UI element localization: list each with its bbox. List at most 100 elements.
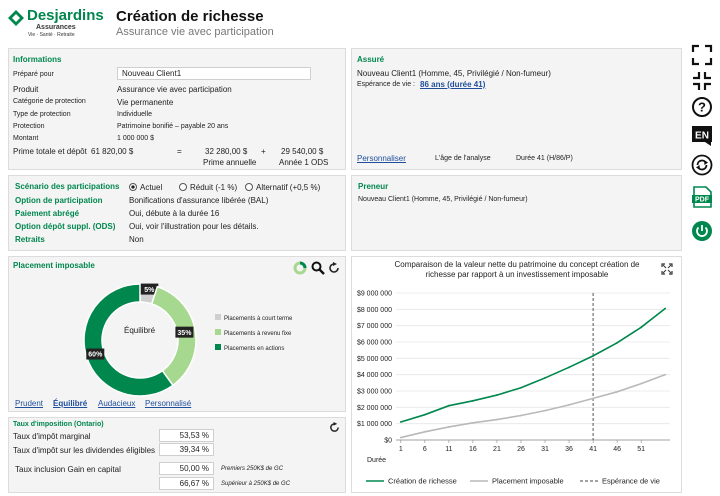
- scenario-option-alternatif[interactable]: Alternatif (+0,5 %): [245, 183, 320, 192]
- y-tick-label: $4 000 000: [357, 372, 392, 379]
- scenario-heading: Scénario des participations: [15, 182, 120, 191]
- expand-icon[interactable]: [661, 263, 673, 275]
- taux-note: Supérieur à 250K$ de GC: [221, 481, 291, 487]
- legend-label: Création de richesse: [388, 477, 457, 486]
- language-en-icon[interactable]: EN: [691, 124, 713, 146]
- taux-panel: Taux d'imposition (Ontario) Taux d'impôt…: [8, 417, 346, 493]
- x-tick-label: 36: [565, 446, 573, 453]
- esperance-label: Espérance de vie :: [357, 81, 415, 88]
- x-tick-label: 41: [589, 446, 597, 453]
- slice-label-bg: [175, 326, 194, 338]
- age-value: Durée 41 (H/86/P): [516, 155, 573, 162]
- scenario-row-label: Option de participation: [15, 196, 103, 205]
- x-tick-label: 21: [493, 446, 501, 453]
- logo: Desjardins Assurances Vie · Santé · Retr…: [8, 6, 108, 42]
- placement-heading: Placement imposable: [13, 261, 95, 270]
- x-tick-label: 31: [541, 446, 549, 453]
- page-subtitle: Assurance vie avec participation: [116, 26, 274, 38]
- taux-input[interactable]: 53,53 %: [159, 429, 214, 442]
- scenario-row-label: Paiement abrégé: [15, 209, 80, 218]
- legend-item: Placements à revenu fixe: [215, 329, 291, 337]
- prime-annuelle-label: Prime annuelle: [203, 158, 257, 167]
- pdf-icon[interactable]: PDF: [691, 186, 713, 208]
- profile-equilibre-link[interactable]: Équilibré: [53, 399, 88, 408]
- taux-note: Premiers 250K$ de GC: [221, 466, 284, 472]
- y-tick-label: $0: [384, 438, 392, 445]
- data-point: [616, 341, 619, 344]
- desjardins-logo-icon: [8, 10, 24, 26]
- profile-audacieux-link[interactable]: Audacieux: [98, 399, 136, 408]
- svg-text:?: ?: [698, 100, 706, 115]
- taux-input[interactable]: 39,34 %: [159, 443, 214, 456]
- slice-label: 5%: [144, 287, 155, 294]
- scenario-option-actuel[interactable]: Actuel: [129, 183, 162, 192]
- taux-input[interactable]: 66,67 %: [159, 477, 214, 490]
- scenario-option-reduit[interactable]: Réduit (-1 %): [179, 183, 237, 192]
- logo-name: Desjardins: [27, 7, 104, 24]
- power-icon[interactable]: [691, 220, 713, 242]
- legend-item: Placements en actions: [215, 344, 284, 352]
- slice-label-bg: [140, 283, 159, 295]
- x-tick-label: 11: [445, 446, 452, 453]
- x-tick-label: 16: [469, 446, 477, 453]
- legend-item: Placements à court terme: [215, 314, 292, 322]
- scenario-row-label: Retraits: [15, 235, 45, 244]
- data-point: [472, 421, 474, 424]
- x-axis-label: Durée: [367, 457, 386, 464]
- chart-title: Comparaison de la valeur nette du patrim…: [394, 260, 640, 279]
- data-point: [664, 307, 667, 310]
- legend-swatch: [215, 314, 221, 320]
- legend-label: Placement imposable: [492, 477, 564, 486]
- legend-label: Espérance de vie: [602, 477, 660, 486]
- reset-icon[interactable]: [328, 262, 340, 274]
- taux-label: Taux d'impôt marginal: [13, 432, 91, 441]
- data-point: [544, 409, 546, 412]
- reset-icon[interactable]: [329, 422, 340, 433]
- radio-icon[interactable]: [129, 183, 137, 191]
- y-tick-label: $9 000 000: [357, 291, 392, 298]
- radio-icon[interactable]: [179, 183, 187, 191]
- donut-toggle-icon[interactable]: [293, 261, 307, 275]
- assure-panel: Assuré Nouveau Client1 (Homme, 45, Privi…: [351, 48, 682, 170]
- zoom-icon[interactable]: [311, 261, 325, 275]
- svg-text:PDF: PDF: [695, 197, 710, 204]
- y-tick-label: $3 000 000: [357, 389, 392, 396]
- taux-heading: Taux d'imposition (Ontario): [13, 421, 104, 428]
- preneur-panel: Preneur Nouveau Client1 (Homme, 45, Priv…: [351, 175, 682, 251]
- profile-personnalise-link[interactable]: Personnalisé: [145, 399, 192, 408]
- donut-slice: [83, 283, 174, 397]
- net-worth-line-chart: $0 $1 000 000 $2 000 000 $3 000 000 $4 000 0…: [357, 291, 670, 486]
- data-point: [496, 394, 498, 396]
- allocation-donut-chart: 5% 35% 60%: [83, 283, 197, 397]
- prime-label: Prime totale et dépôt: [13, 147, 87, 156]
- svg-text:EN: EN: [695, 131, 709, 142]
- data-point: [640, 326, 643, 329]
- depot-value: 29 540,00 $: [281, 147, 324, 156]
- radio-icon[interactable]: [245, 183, 253, 191]
- personnaliser-link[interactable]: Personnaliser: [357, 154, 406, 163]
- depot-label: Année 1 ODS: [279, 158, 329, 167]
- scenario-row-label: Option dépôt suppl. (ODS): [15, 222, 116, 231]
- data-point: [544, 377, 546, 379]
- data-point: [616, 390, 619, 393]
- legend-swatch: [215, 344, 221, 350]
- informations-panel: Informations Préparé pour Nouveau Client…: [8, 48, 346, 170]
- x-tick-label: 26: [517, 446, 525, 453]
- taux-input[interactable]: 50,00 %: [159, 462, 214, 475]
- logo-tagline: Vie · Santé · Retraite: [28, 32, 75, 38]
- data-point: [592, 354, 594, 357]
- fullscreen-icon[interactable]: [691, 44, 713, 66]
- y-tick-label: $1 000 000: [357, 421, 392, 428]
- collapse-icon[interactable]: [691, 70, 713, 92]
- data-point: [568, 366, 570, 369]
- scenario-panel: Scénario des participations Actuel Rédui…: [8, 175, 346, 251]
- refresh-icon[interactable]: [691, 154, 713, 176]
- prepared-for-input[interactable]: Nouveau Client1: [117, 67, 311, 80]
- informations-heading: Informations: [13, 55, 62, 64]
- esperance-link[interactable]: 86 ans (durée 41): [420, 80, 486, 89]
- data-point: [399, 436, 402, 439]
- help-icon[interactable]: ?: [691, 96, 713, 118]
- profile-prudent-link[interactable]: Prudent: [15, 399, 44, 408]
- series-line: [400, 307, 666, 423]
- scenario-row-value: Oui, voir l'illustration pour les détail…: [129, 222, 259, 231]
